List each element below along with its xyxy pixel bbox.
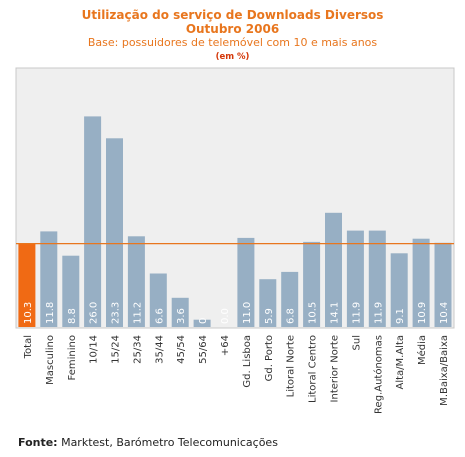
category-label-1: Masculino bbox=[45, 335, 56, 385]
bar-3 bbox=[84, 116, 102, 328]
bar-15 bbox=[346, 230, 364, 327]
title-block: Utilização do serviço de Downloads Diver… bbox=[0, 8, 465, 64]
bar-6 bbox=[149, 273, 167, 327]
category-label-10: Gd. Lisboa bbox=[242, 335, 253, 388]
bar-12 bbox=[281, 271, 299, 327]
category-label-7: 45/54 bbox=[176, 335, 187, 364]
value-label-2: 8.8 bbox=[67, 308, 78, 324]
category-label-12: Litoral Norte bbox=[286, 335, 297, 397]
value-label-10: 11.0 bbox=[242, 302, 253, 324]
value-label-6: 6.6 bbox=[154, 308, 165, 324]
bar-5 bbox=[127, 236, 145, 327]
value-label-19: 10.4 bbox=[439, 302, 450, 324]
value-label-17: 9.1 bbox=[395, 308, 406, 324]
value-label-5: 11.2 bbox=[132, 302, 143, 324]
value-label-14: 14.1 bbox=[330, 302, 341, 324]
category-label-14: Interior Norte bbox=[330, 335, 341, 402]
value-label-0: 10.3 bbox=[23, 302, 34, 324]
source-note: Fonte: Marktest, Barómetro Telecomunicaç… bbox=[18, 436, 278, 449]
chart-subtitle: Outubro 2006 bbox=[185, 22, 280, 36]
bar-8 bbox=[193, 319, 211, 327]
bar-19 bbox=[434, 242, 452, 327]
value-label-18: 10.9 bbox=[417, 302, 428, 324]
value-label-12: 6.8 bbox=[286, 308, 297, 324]
bar-13 bbox=[303, 241, 321, 327]
category-label-17: Alta/M.Alta bbox=[395, 335, 406, 390]
value-label-15: 11.9 bbox=[351, 302, 362, 324]
category-label-4: 15/24 bbox=[111, 335, 122, 364]
category-label-3: 10/14 bbox=[89, 335, 100, 364]
plot-background bbox=[15, 67, 455, 329]
bar-16 bbox=[368, 230, 386, 327]
bar-4 bbox=[106, 138, 123, 327]
bar-7 bbox=[171, 297, 189, 327]
value-label-16: 11.9 bbox=[373, 302, 384, 324]
category-label-18: Média bbox=[416, 335, 428, 365]
value-label-1: 11.8 bbox=[45, 302, 56, 324]
value-label-13: 10.5 bbox=[308, 302, 319, 324]
category-label-19: M.Baixa/Baixa bbox=[439, 335, 450, 406]
bar-1 bbox=[40, 231, 58, 327]
bar-11 bbox=[259, 279, 277, 327]
chart-unit-note: (em %) bbox=[215, 52, 250, 62]
bar-18 bbox=[412, 238, 430, 327]
source-label: Fonte: bbox=[18, 436, 58, 449]
category-label-13: Litoral Centro bbox=[308, 335, 319, 403]
category-label-0: Total bbox=[23, 335, 34, 359]
bar-chart: 10.3 Total 11.8 Masculino 8.8 Feminino 26.0 10/… bbox=[15, 67, 455, 414]
value-label-4: 23.3 bbox=[111, 302, 122, 324]
bar-2 bbox=[62, 255, 80, 327]
category-label-5: 25/34 bbox=[132, 335, 143, 364]
chart-title: Utilização do serviço de Downloads Diver… bbox=[81, 8, 384, 22]
category-label-8: 55/64 bbox=[198, 335, 209, 364]
category-label-15: Sul bbox=[351, 335, 362, 350]
bar-17 bbox=[390, 253, 408, 327]
category-label-2: Feminino bbox=[67, 335, 78, 380]
value-label-11: 5.9 bbox=[264, 308, 275, 324]
value-label-3: 26.0 bbox=[89, 302, 100, 324]
source-text: Marktest, Barómetro Telecomunicações bbox=[61, 436, 278, 449]
category-label-16: Reg.Autónomas bbox=[372, 335, 384, 414]
category-label-11: Gd. Porto bbox=[264, 335, 275, 381]
category-label-9: +64 bbox=[220, 335, 231, 356]
bar-14 bbox=[325, 212, 342, 327]
value-label-7: 3.6 bbox=[176, 308, 187, 324]
chart-base-note: Base: possuidores de telemóvel com 10 e … bbox=[87, 36, 378, 49]
bar-10 bbox=[237, 237, 255, 327]
value-label-8: 0 bbox=[198, 318, 209, 324]
category-label-6: 35/44 bbox=[154, 335, 165, 364]
bar-0 bbox=[18, 243, 36, 327]
value-label-9: 0.0 bbox=[220, 308, 231, 324]
